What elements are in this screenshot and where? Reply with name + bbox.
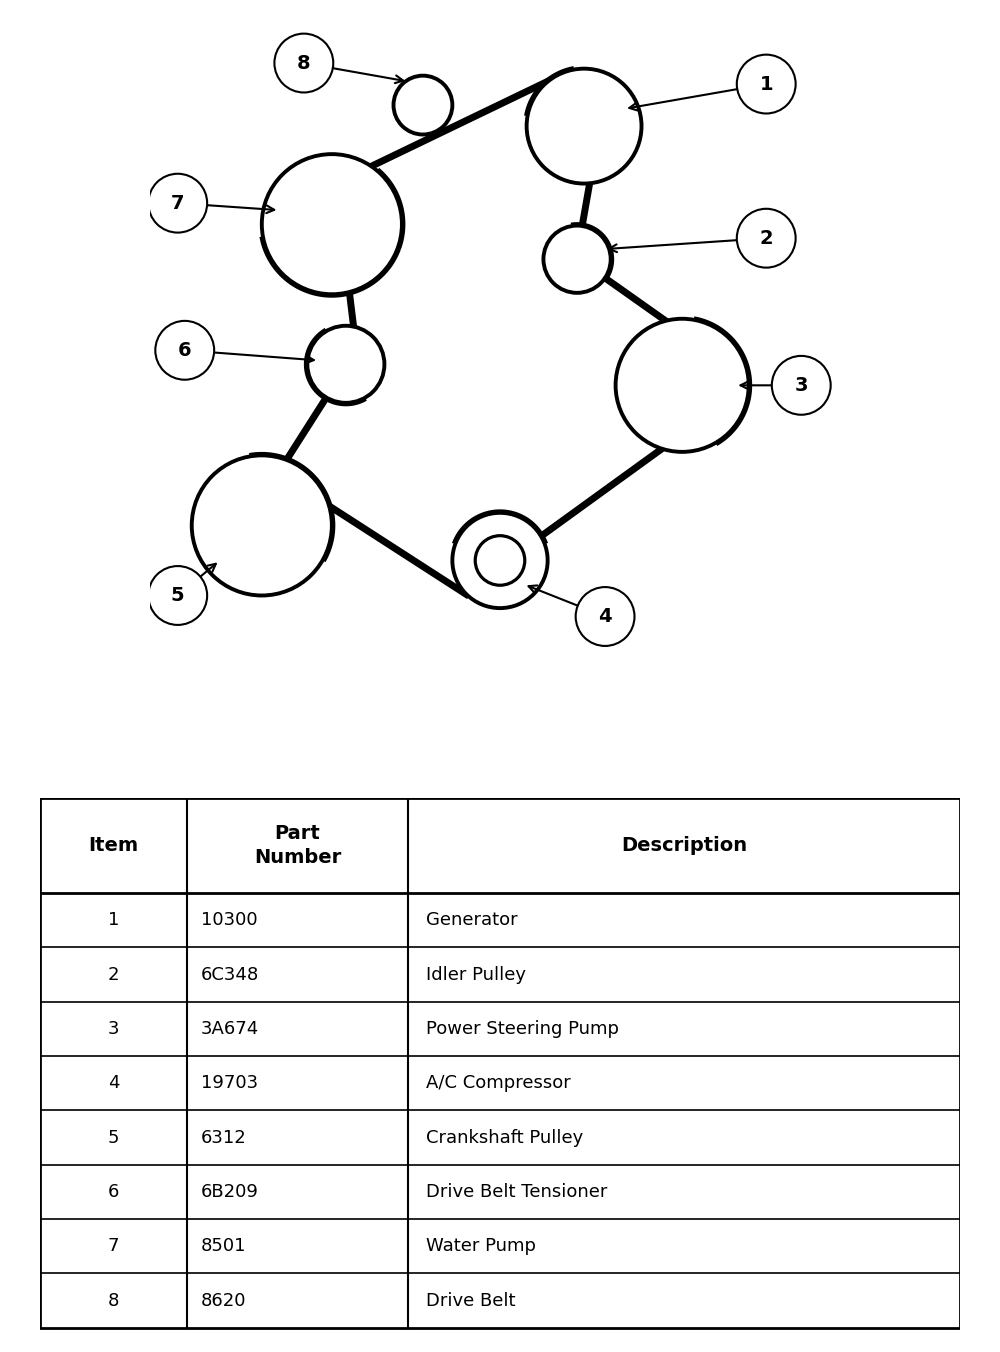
Text: 6C348: 6C348 <box>201 965 259 983</box>
Text: 8620: 8620 <box>201 1291 247 1310</box>
Text: 1: 1 <box>759 74 773 93</box>
Text: Description: Description <box>621 836 747 854</box>
Circle shape <box>155 320 214 380</box>
Text: 1: 1 <box>108 911 119 929</box>
Circle shape <box>148 566 207 625</box>
Text: 4: 4 <box>108 1075 119 1092</box>
Text: 8: 8 <box>108 1291 119 1310</box>
Text: Drive Belt: Drive Belt <box>426 1291 516 1310</box>
Text: 10300: 10300 <box>201 911 258 929</box>
Text: 2: 2 <box>108 965 119 983</box>
Circle shape <box>737 54 796 114</box>
Circle shape <box>543 226 611 293</box>
Text: Crankshaft Pulley: Crankshaft Pulley <box>426 1129 584 1146</box>
Text: Part
Number: Part Number <box>254 825 341 867</box>
Text: 6: 6 <box>108 1183 119 1201</box>
Text: Item: Item <box>89 836 139 854</box>
Text: 4: 4 <box>598 607 612 626</box>
Circle shape <box>772 356 831 415</box>
Text: A/C Compressor: A/C Compressor <box>426 1075 571 1092</box>
Text: Power Steering Pump: Power Steering Pump <box>426 1019 619 1038</box>
Circle shape <box>394 76 452 134</box>
Circle shape <box>737 208 796 268</box>
Text: 19703: 19703 <box>201 1075 258 1092</box>
Text: 8501: 8501 <box>201 1237 247 1255</box>
Circle shape <box>274 34 333 92</box>
Circle shape <box>262 154 402 295</box>
Text: 3: 3 <box>795 376 808 395</box>
Circle shape <box>527 69 642 184</box>
Text: 8: 8 <box>297 54 311 73</box>
Text: Generator: Generator <box>426 911 518 929</box>
Text: 6312: 6312 <box>201 1129 247 1146</box>
Text: 6B209: 6B209 <box>201 1183 259 1201</box>
Circle shape <box>148 174 207 233</box>
Text: 3A674: 3A674 <box>201 1019 259 1038</box>
Circle shape <box>192 456 332 595</box>
Text: Water Pump: Water Pump <box>426 1237 536 1255</box>
Text: 5: 5 <box>171 585 185 604</box>
Circle shape <box>576 587 635 646</box>
Text: 6: 6 <box>178 341 192 360</box>
Text: 5: 5 <box>108 1129 119 1146</box>
Circle shape <box>452 512 548 608</box>
Text: 2: 2 <box>759 228 773 247</box>
Text: 7: 7 <box>108 1237 119 1255</box>
Text: Idler Pulley: Idler Pulley <box>426 965 526 983</box>
Text: 3: 3 <box>108 1019 119 1038</box>
Text: Drive Belt Tensioner: Drive Belt Tensioner <box>426 1183 608 1201</box>
Circle shape <box>616 319 749 452</box>
Text: 7: 7 <box>171 193 184 212</box>
Circle shape <box>307 326 384 403</box>
